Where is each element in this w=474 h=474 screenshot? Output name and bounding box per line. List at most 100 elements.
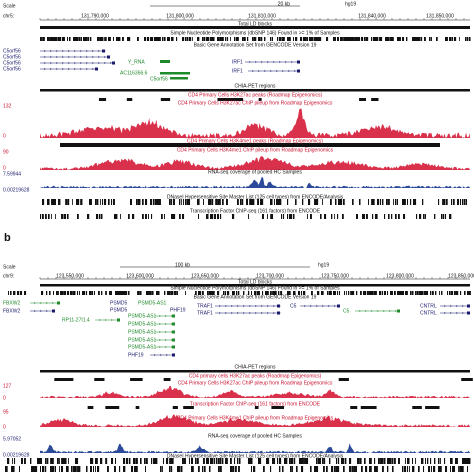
feature xyxy=(300,458,302,464)
gene-arrow xyxy=(158,330,161,334)
feature xyxy=(208,291,209,295)
label: 132 xyxy=(3,103,12,109)
feature xyxy=(220,466,222,472)
gene-arrow xyxy=(449,304,452,308)
feature xyxy=(265,291,267,295)
feature xyxy=(277,199,279,205)
exon xyxy=(112,61,115,65)
label: IRF1 xyxy=(232,68,243,74)
feature xyxy=(183,37,185,41)
feature xyxy=(397,291,399,295)
gene-arrow xyxy=(224,304,227,308)
feature xyxy=(8,458,10,464)
feature xyxy=(58,199,60,205)
feature xyxy=(73,291,75,295)
feature xyxy=(279,199,281,205)
gene-arrow xyxy=(165,353,168,357)
feature xyxy=(124,466,126,472)
feature xyxy=(88,37,90,41)
feature xyxy=(191,466,193,472)
feature xyxy=(397,199,398,205)
feature xyxy=(96,458,98,464)
label: Simple Nucleotide Polymorphisms (dbSNP 1… xyxy=(170,30,340,36)
feature xyxy=(54,199,56,205)
exon xyxy=(107,55,110,59)
feature xyxy=(376,466,378,472)
gene-arrow xyxy=(153,353,156,357)
feature xyxy=(247,199,248,205)
feature xyxy=(422,291,424,295)
feature xyxy=(42,291,44,295)
feature xyxy=(146,458,148,464)
feature xyxy=(459,466,460,472)
feature xyxy=(335,199,337,205)
label: 131,790,000 xyxy=(81,13,109,19)
label: Simple Nucleotide Polymorphisms (dbSNP 1… xyxy=(170,285,340,291)
feature xyxy=(452,37,454,41)
feature xyxy=(360,458,362,464)
feature xyxy=(97,466,100,472)
gene-arrow xyxy=(67,61,70,65)
feature xyxy=(334,37,336,41)
feature xyxy=(61,291,63,295)
feature xyxy=(118,37,120,41)
feature xyxy=(43,37,45,41)
label: PHF19 xyxy=(170,307,186,313)
feature xyxy=(274,291,276,295)
feature xyxy=(74,291,76,295)
feature xyxy=(114,466,116,472)
feature xyxy=(429,37,431,41)
label: CD4 Primary Cells H3K27ac ChIP pileup fr… xyxy=(178,100,333,106)
feature xyxy=(157,291,159,295)
feature xyxy=(398,458,400,464)
feature xyxy=(334,291,336,295)
feature xyxy=(40,37,42,41)
feature xyxy=(443,214,445,219)
peak-block xyxy=(467,378,473,381)
gene-arrow xyxy=(266,60,269,64)
feature xyxy=(119,466,121,472)
gene-arrow xyxy=(43,67,46,71)
feature xyxy=(248,458,250,464)
feature xyxy=(176,37,178,41)
feature xyxy=(62,291,64,295)
feature xyxy=(354,466,356,472)
feature xyxy=(73,466,75,472)
gene-arrow xyxy=(67,49,70,53)
feature xyxy=(373,199,375,205)
feature xyxy=(279,466,281,472)
feature xyxy=(287,199,289,205)
feature xyxy=(158,199,160,205)
feature xyxy=(390,458,392,464)
feature xyxy=(107,466,109,472)
feature xyxy=(125,291,128,295)
gene-arrow xyxy=(159,353,162,357)
feature xyxy=(425,458,427,464)
feature xyxy=(339,199,341,205)
gene-arrow xyxy=(43,55,46,59)
feature xyxy=(128,214,130,219)
feature xyxy=(236,37,238,41)
feature xyxy=(311,291,313,295)
feature xyxy=(316,199,319,205)
feature xyxy=(90,37,92,41)
feature xyxy=(153,199,155,205)
feature xyxy=(134,466,136,472)
feature xyxy=(65,458,67,464)
feature xyxy=(378,458,380,464)
feature xyxy=(283,37,285,41)
feature xyxy=(392,466,394,472)
feature xyxy=(355,466,356,472)
feature xyxy=(76,458,78,464)
gene-arrow xyxy=(79,67,82,71)
feature xyxy=(262,291,264,295)
feature xyxy=(225,458,226,464)
gene-arrow xyxy=(242,311,245,315)
feature xyxy=(390,291,392,295)
feature xyxy=(391,291,393,295)
chiapet xyxy=(40,89,470,92)
peak-block xyxy=(172,406,178,409)
feature xyxy=(338,458,340,464)
feature xyxy=(145,199,148,205)
feature xyxy=(163,458,165,464)
